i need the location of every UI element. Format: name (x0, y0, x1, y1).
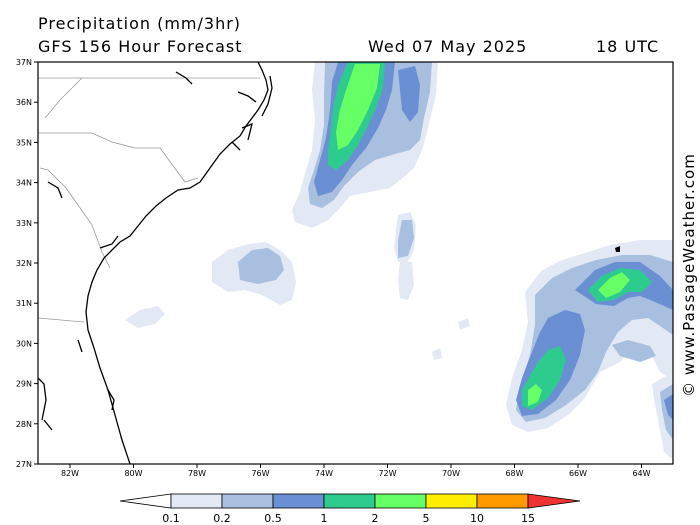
legend-swatch (374, 493, 427, 509)
lon-label: 78W (188, 469, 206, 478)
lon-label: 72W (378, 469, 396, 478)
coastline (38, 62, 273, 464)
legend-tick-label: 10 (470, 512, 484, 525)
lat-label: 31N (16, 299, 32, 308)
lat-label: 33N (16, 219, 32, 228)
lat-label: 29N (16, 380, 32, 389)
watermark: © www.PassageWeather.com (680, 153, 698, 397)
legend-tick-label: 0.5 (264, 512, 282, 525)
state-boundaries (38, 77, 260, 323)
lat-label: 34N (16, 179, 32, 188)
legend-tick-label: 2 (372, 512, 379, 525)
lon-label: 80W (124, 469, 142, 478)
lat-label: 32N (16, 259, 32, 268)
forecast-label: GFS 156 Hour Forecast (38, 37, 243, 56)
legend-swatch (170, 493, 223, 509)
lat-label: 27N (16, 460, 32, 469)
lon-label: 68W (505, 469, 523, 478)
map-ticks (34, 61, 642, 468)
lon-label: 64W (632, 469, 650, 478)
lat-label: 30N (16, 339, 32, 348)
lon-label: 74W (315, 469, 333, 478)
lon-label: 76W (251, 469, 269, 478)
legend-swatch (425, 493, 478, 509)
forecast-date: Wed 07 May 2025 (368, 37, 528, 56)
lat-label: 28N (16, 420, 32, 429)
legend-swatch (323, 493, 376, 509)
lat-label: 37N (16, 58, 32, 67)
legend-tick-label: 1 (321, 512, 328, 525)
map-title: Precipitation (mm/3hr) (38, 14, 242, 33)
forecast-time: 18 UTC (596, 37, 660, 56)
legend-tick-label: 15 (521, 512, 535, 525)
precipitation-legend: 0.1 0.2 0.5 1 2 5 10 15 (119, 493, 581, 525)
legend-tick-label: 5 (423, 512, 430, 525)
legend-tick-label: 0.2 (213, 512, 231, 525)
lat-label: 36N (16, 98, 32, 107)
precip-band-north (292, 62, 438, 300)
lon-label: 70W (442, 469, 460, 478)
lat-label: 35N (16, 138, 32, 147)
legend-swatch (527, 493, 581, 509)
legend-swatch (119, 493, 172, 509)
legend-swatch (476, 493, 529, 509)
lon-label: 82W (61, 469, 79, 478)
legend-swatch (221, 493, 274, 509)
lon-label: 66W (569, 469, 587, 478)
precipitation-field (38, 62, 673, 464)
precip-blob-central (125, 242, 470, 360)
legend-tick-label: 0.1 (162, 512, 180, 525)
graticule-labels: 37N 36N 35N 34N 33N 32N 31N 30N 29N 28N 27N 82W 80W 7… (16, 58, 651, 478)
precip-system-southeast (506, 240, 673, 460)
legend-swatch (272, 493, 325, 509)
